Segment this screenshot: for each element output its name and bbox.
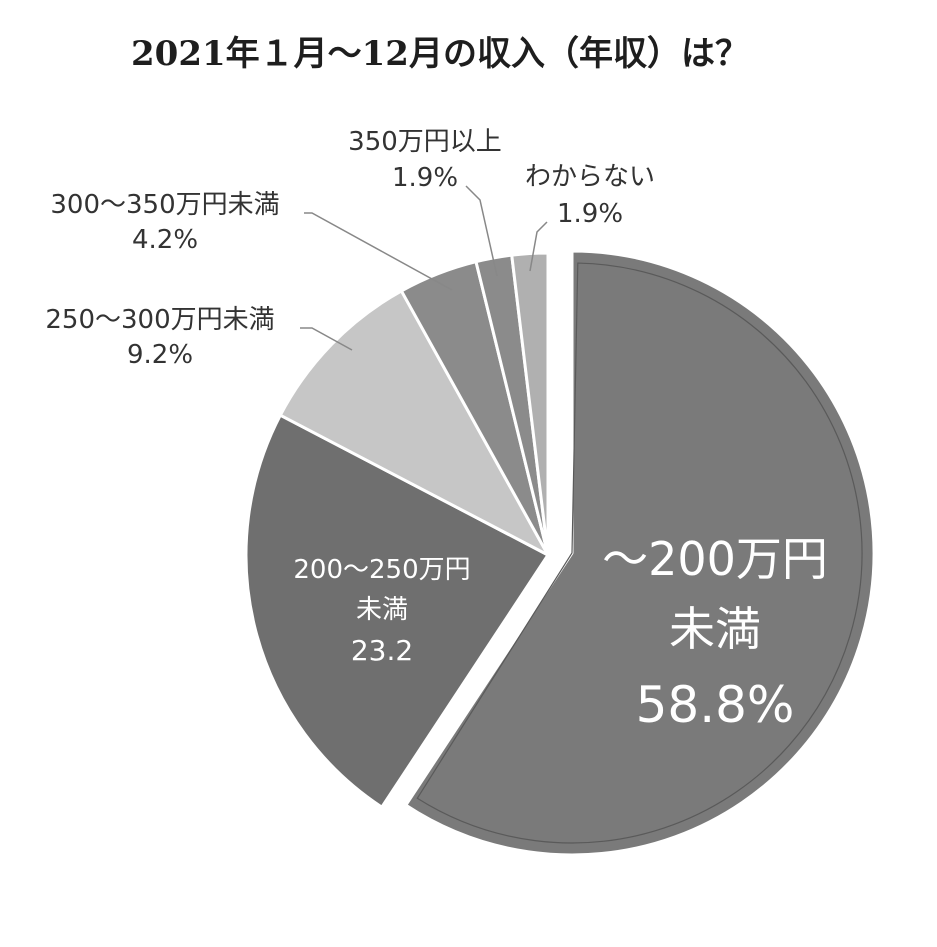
slice-label-5: わからない [525,162,655,192]
slice-label-3: 300～350万円未満 [50,190,279,220]
pie-slice-inner-outline [416,262,863,844]
leader-line-2 [300,327,353,351]
leader-line-3 [304,212,453,291]
leader-line-4 [465,185,498,277]
slice-label-0-line-0: ～200万円 [602,532,828,586]
chart-title: 2021年１月～12月の収入（年収）は？ [131,34,749,74]
slice-value-0: 58.8% [636,676,795,734]
pie-slice-5 [510,251,550,557]
slice-value-1: 23.2 [351,634,413,667]
slice-label-0-line-1: 未満 [669,602,761,656]
slice-label-2: 250～300万円未満 [45,305,274,335]
leader-line-5 [529,221,548,272]
slice-value-3: 4.2% [132,225,198,255]
slice-value-2: 9.2% [127,340,193,370]
slice-label-1-line-0: 200～250万円 [293,555,470,585]
pie-slice-1 [244,413,550,809]
slice-value-4: 1.9% [392,163,458,193]
slice-label-4: 350万円以上 [348,127,502,157]
pie-slice-2 [278,289,550,557]
slice-label-1-line-1: 未満 [356,595,408,625]
slice-value-5: 1.9% [557,199,623,229]
pie-slice-0 [404,249,876,857]
